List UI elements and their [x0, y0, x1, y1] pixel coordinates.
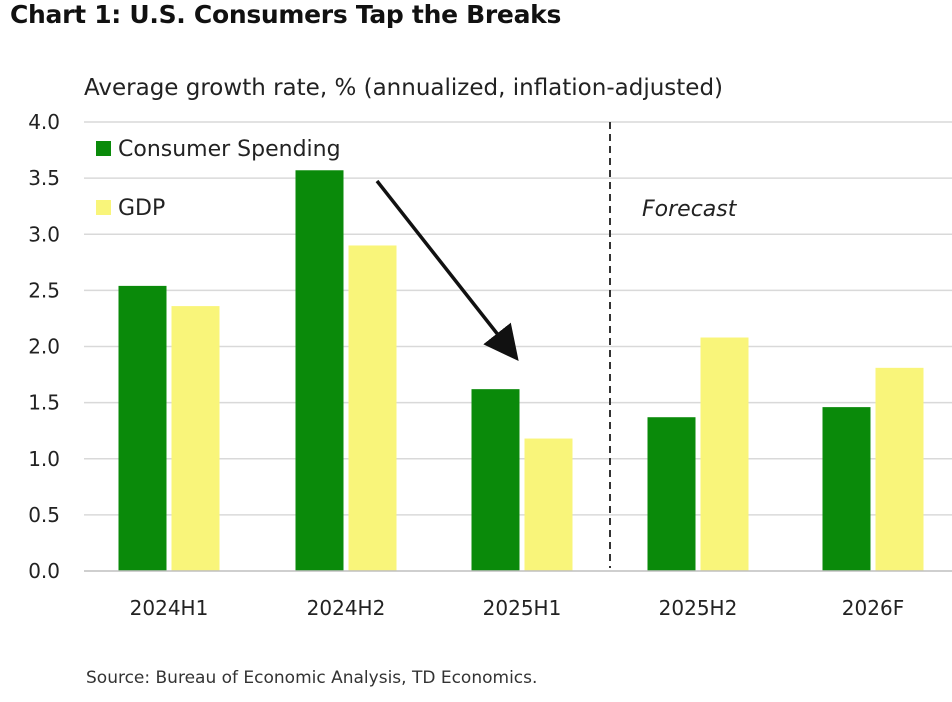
- legend-label-consumer-spending: Consumer Spending: [118, 137, 341, 162]
- annotations: Forecast: [375, 122, 738, 568]
- legend: Consumer Spending GDP: [96, 137, 341, 221]
- y-tick-label: 2.5: [28, 278, 60, 302]
- legend-label-gdp: GDP: [118, 196, 165, 221]
- bar-gdp-2026f: [875, 367, 924, 571]
- y-tick-label: 3.5: [28, 166, 60, 190]
- forecast-label: Forecast: [642, 197, 738, 222]
- y-tick-label: 0.5: [28, 503, 60, 527]
- decline-arrow: [375, 179, 519, 362]
- x-tick-label: 2026F: [842, 596, 904, 620]
- bar-consumer-spending-2025h2: [647, 417, 696, 571]
- y-tick-label: 1.0: [28, 447, 60, 471]
- y-tick-label: 2.0: [28, 335, 60, 359]
- bar-consumer-spending-2024h2: [295, 170, 344, 571]
- x-tick-label: 2024H1: [130, 596, 209, 620]
- legend-swatch-gdp: [96, 200, 111, 215]
- bar-consumer-spending-2026f: [822, 407, 871, 571]
- chart-subtitle: Average growth rate, % (annualized, infl…: [84, 75, 724, 101]
- legend-swatch-consumer-spending: [96, 141, 111, 156]
- chart-title: Chart 1: U.S. Consumers Tap the Breaks: [10, 0, 562, 29]
- chart-source: Source: Bureau of Economic Analysis, TD …: [86, 668, 538, 688]
- bar-gdp-2024h1: [171, 306, 220, 571]
- y-tick-label: 3.0: [28, 222, 60, 246]
- bar-gdp-2025h2: [700, 337, 749, 571]
- axes: 0.0 0.5 1.0 1.5 2.0 2.5 3.0 3.5 4.0 2024H1 2024H2 2…: [28, 110, 952, 620]
- x-tick-label: 2025H2: [659, 596, 738, 620]
- bar-gdp-2024h2: [348, 245, 397, 571]
- y-tick-label: 4.0: [28, 110, 60, 134]
- bar-consumer-spending-2024h1: [118, 285, 167, 571]
- y-tick-label: 0.0: [28, 559, 60, 583]
- bar-chart: 0.0 0.5 1.0 1.5 2.0 2.5 3.0 3.5 4.0 2024H1 2024H2 2…: [28, 110, 952, 620]
- x-tick-label: 2025H1: [483, 596, 562, 620]
- bar-gdp-2025h1: [524, 438, 573, 571]
- x-tick-label: 2024H2: [307, 596, 386, 620]
- bar-consumer-spending-2025h1: [471, 389, 520, 571]
- bars: [118, 170, 924, 571]
- y-tick-label: 1.5: [28, 391, 60, 415]
